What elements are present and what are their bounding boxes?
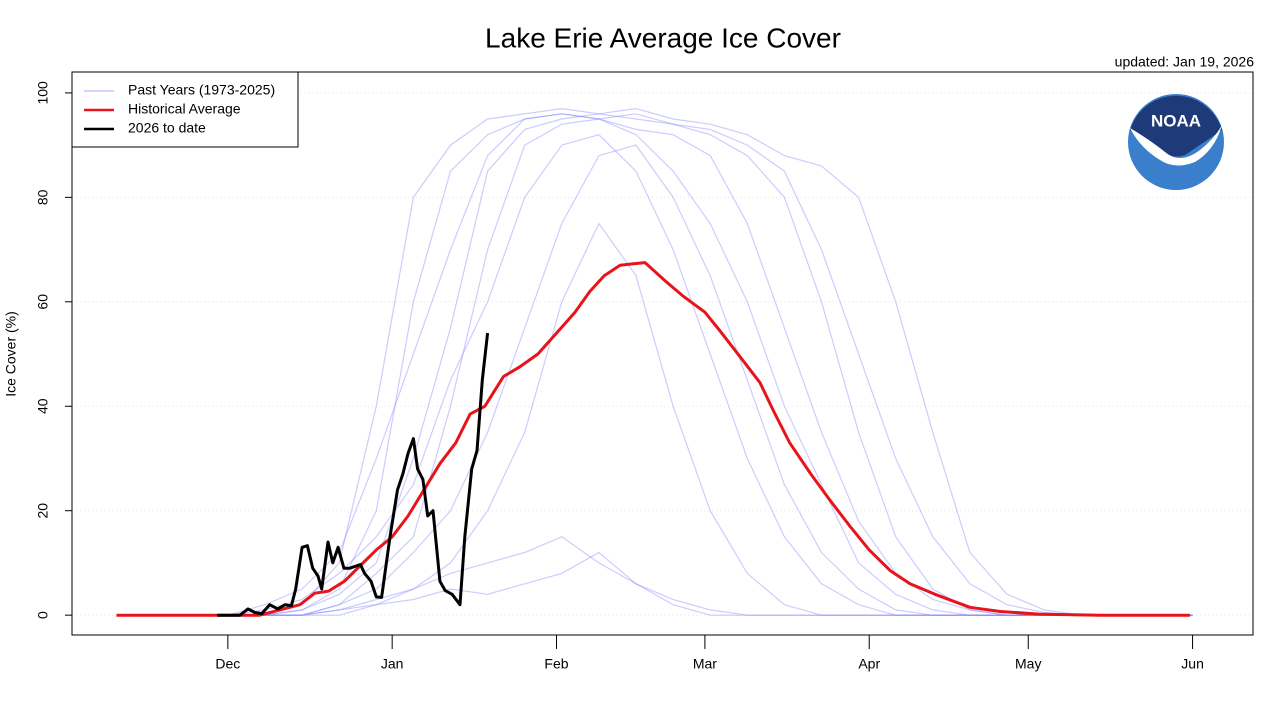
x-tick-label: Feb xyxy=(544,656,568,672)
x-tick-label: Dec xyxy=(215,656,240,672)
past-year-line xyxy=(116,551,1193,616)
x-tick-label: Mar xyxy=(693,656,717,672)
past-year-line xyxy=(116,113,1193,616)
x-tick-label: Jan xyxy=(381,656,404,672)
y-axis-label: Ice Cover (%) xyxy=(3,311,19,397)
legend-label: Historical Average xyxy=(128,101,241,117)
y-tick-label: 40 xyxy=(35,398,51,414)
y-tick-label: 20 xyxy=(35,503,51,519)
x-tick-label: May xyxy=(1015,656,1041,672)
past-year-line xyxy=(116,222,1193,616)
logo: NOAA xyxy=(1128,94,1224,190)
subtitle: updated: Jan 19, 2026 xyxy=(1115,54,1255,70)
series-line xyxy=(217,332,490,617)
past-year-line xyxy=(116,144,1193,616)
legend-label: 2026 to date xyxy=(128,120,206,136)
chart-title: Lake Erie Average Ice Cover xyxy=(485,22,841,53)
y-tick-label: 80 xyxy=(35,189,51,205)
past-year-line xyxy=(116,118,1193,616)
logo-text: NOAA xyxy=(1151,111,1201,130)
past-year-line xyxy=(116,536,1193,616)
past-year-line xyxy=(116,107,1193,616)
y-tick-label: 0 xyxy=(35,611,51,619)
logo-bird xyxy=(1130,125,1222,166)
x-tick-label: Jun xyxy=(1181,656,1204,672)
x-tick-label: Apr xyxy=(858,656,880,672)
plot-frame xyxy=(71,71,1254,636)
past-year-line xyxy=(116,134,1193,616)
plot-area xyxy=(72,92,1253,617)
y-tick-label: 60 xyxy=(35,294,51,310)
legend-label: Past Years (1973-2025) xyxy=(128,82,275,98)
legend: Past Years (1973-2025) Historical Average… xyxy=(71,71,299,148)
y-tick-label: 100 xyxy=(35,81,51,105)
logo-top xyxy=(1130,95,1222,157)
series-line xyxy=(116,261,1190,617)
